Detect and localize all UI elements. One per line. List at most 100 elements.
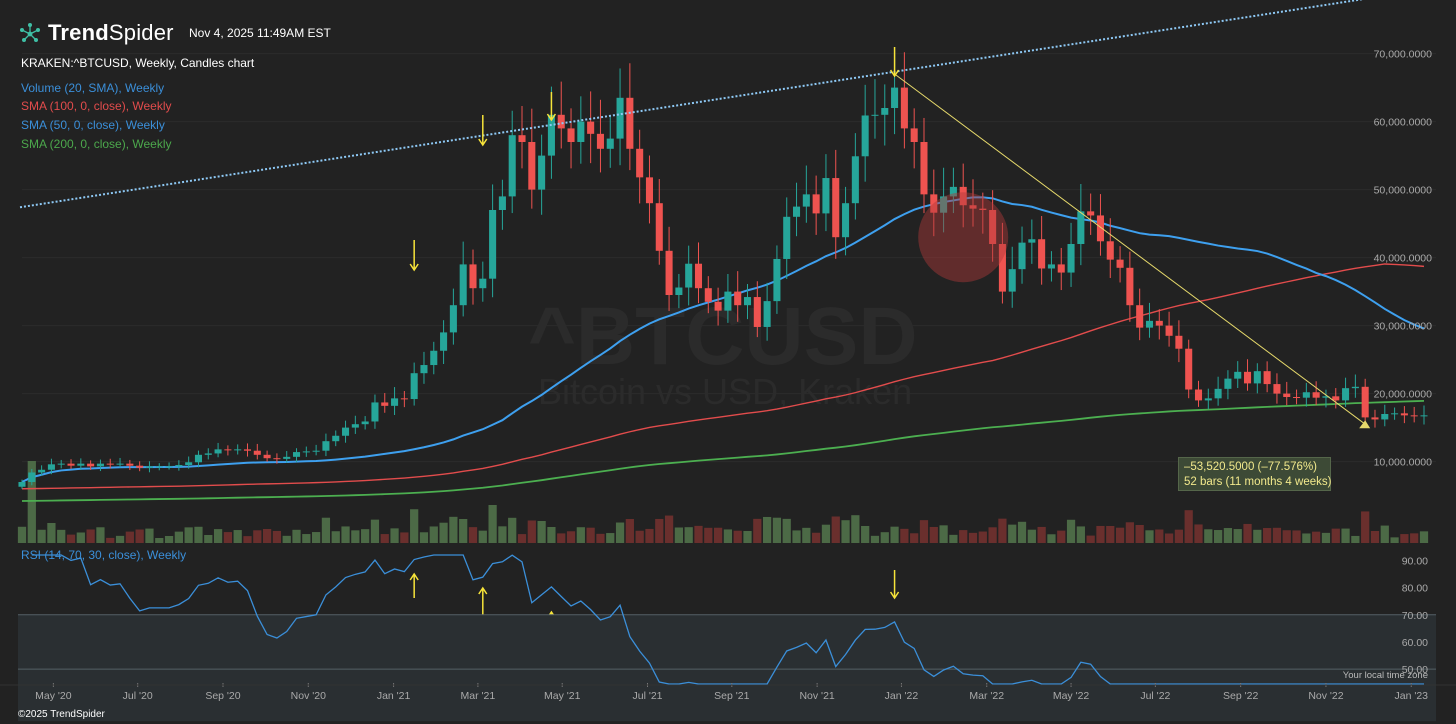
x-tick-label: May '21 [544, 690, 581, 702]
volume-bar [1312, 531, 1321, 543]
candle [871, 79, 879, 139]
candle [734, 271, 742, 322]
copyright: ©2025 TrendSpider [18, 709, 105, 720]
candle [57, 459, 65, 469]
candle [508, 110, 516, 214]
candle [18, 479, 26, 489]
candle-body [47, 464, 55, 470]
volume-bar [468, 527, 478, 543]
price-tick-label: 20,000.0000 [1374, 389, 1433, 401]
indicator-rsi[interactable]: RSI (14, 70, 30, close), Weekly [21, 548, 187, 562]
candle [606, 116, 614, 168]
rsi-tick-label: 90.00 [1402, 555, 1428, 567]
candle-body [1322, 396, 1330, 398]
price-tick-label: 10,000.0000 [1374, 457, 1433, 469]
price-tick-label: 60,000.0000 [1374, 117, 1433, 129]
volume-bar [76, 532, 85, 543]
measurement-label[interactable]: –53,520.5000 (–77.576%) 52 bars (11 mont… [1178, 457, 1331, 491]
volume-bar [753, 518, 762, 543]
candle [459, 241, 467, 317]
volume-bar [312, 532, 321, 543]
candle-body [734, 291, 742, 306]
volume-bar [1027, 529, 1036, 543]
candle [1087, 193, 1095, 235]
candle [1028, 219, 1036, 264]
candle-body [479, 278, 487, 289]
volume-bar [96, 527, 105, 543]
x-tick-label: Sep '22 [1223, 690, 1258, 702]
candle [1342, 377, 1350, 407]
volume-bar [380, 534, 389, 543]
candle [283, 451, 291, 463]
x-tick-label: Nov '20 [291, 690, 326, 702]
candle [822, 154, 830, 232]
indicator-sma100[interactable]: SMA (100, 0, close), Weekly [21, 99, 172, 113]
x-tick-label: Sep '21 [714, 690, 749, 702]
volume-bar [155, 538, 164, 543]
highlight-circle [918, 192, 1009, 283]
x-tick-label: Jul '21 [632, 690, 662, 702]
candle-body [557, 114, 565, 129]
candle [753, 281, 761, 338]
candle [1312, 381, 1320, 406]
candle [1067, 222, 1075, 287]
volume-bar [527, 520, 536, 543]
watermark: ^BTCUSD Bitcoin vs USD, Kraken [528, 291, 918, 412]
candle [449, 288, 457, 345]
candle-body [253, 450, 261, 455]
candle-body [87, 463, 95, 467]
x-tick-label: May '22 [1053, 690, 1090, 702]
candle [28, 468, 36, 486]
volume-bar [596, 533, 605, 543]
candle [165, 462, 173, 470]
up-arrow [478, 586, 488, 595]
candle [204, 448, 212, 460]
volume-bar [272, 530, 282, 543]
candle [214, 442, 222, 458]
candle [832, 149, 840, 259]
candle-body [96, 463, 104, 467]
upper-trend-channel-line [19, 0, 1364, 209]
candle [793, 182, 801, 237]
candle [812, 175, 820, 235]
rsi-tick-label: 60.00 [1402, 637, 1428, 649]
candle [1400, 406, 1408, 424]
drawing-overlays[interactable] [19, 0, 1424, 638]
symbol-title[interactable]: KRAKEN:^BTCUSD, Weekly, Candles chart [21, 56, 255, 70]
candle [38, 465, 46, 476]
indicator-sma50[interactable]: SMA (50, 0, close), Weekly [21, 118, 165, 132]
candle-body [587, 121, 595, 134]
watermark-description: Bitcoin vs USD, Kraken [538, 371, 912, 412]
candle [1420, 405, 1428, 425]
indicator-sma200[interactable]: SMA (200, 0, close), Weekly [21, 137, 172, 151]
candle-body [1371, 417, 1379, 420]
volume-bar [1243, 523, 1252, 543]
volume-bar [370, 519, 380, 543]
candlestick-series[interactable] [18, 52, 1428, 489]
candle [949, 167, 957, 214]
volume-bar [733, 530, 742, 543]
candle-body [1243, 371, 1252, 384]
rsi-line [31, 554, 1424, 685]
candle-body [998, 244, 1006, 292]
candle-body [753, 297, 761, 327]
volume-bar [1086, 535, 1095, 543]
volume-bar [743, 531, 752, 543]
volume-bar [1400, 534, 1409, 543]
volume-bar [1410, 533, 1419, 543]
candle-body [989, 210, 997, 244]
indicator-volume[interactable]: Volume (20, SMA), Weekly [21, 81, 165, 95]
candle-body [851, 156, 859, 204]
volume-bar [419, 532, 429, 543]
volume-bar [1390, 537, 1399, 543]
candle-body [1263, 371, 1271, 385]
candle [900, 52, 908, 149]
candle-body [567, 128, 575, 142]
candle-body [410, 373, 418, 400]
candle-body [1391, 413, 1399, 415]
volume-bar [713, 527, 723, 543]
volume-bar [880, 532, 889, 543]
volume-bar [635, 530, 644, 543]
candle [567, 108, 575, 169]
